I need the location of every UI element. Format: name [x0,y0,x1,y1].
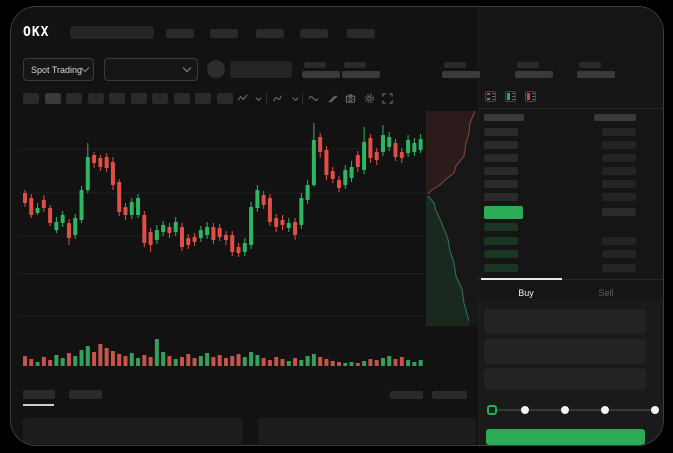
timeframe-button[interactable] [23,93,39,104]
stat-value-placeholder [342,71,380,78]
ask-price-placeholder [484,154,518,162]
pair-dropdown[interactable] [104,58,198,81]
stat-label-placeholder [579,62,601,68]
divider [302,93,303,104]
orderbook-row-amount [602,208,636,216]
search-input[interactable] [70,26,154,39]
stat-value-placeholder [577,71,615,78]
timeframe-button[interactable] [87,93,104,104]
ask-amount-placeholder [602,193,636,201]
divider [266,93,267,104]
slider-step-dot[interactable] [521,406,529,414]
tab-buy[interactable]: Buy [518,288,534,298]
pair-name-placeholder [230,61,292,78]
timeframe-button[interactable] [152,93,168,104]
timeframe-button[interactable] [44,93,61,104]
price-input[interactable] [484,309,646,334]
coin-avatar [207,60,225,78]
stat-label-placeholder [344,62,366,68]
depth-chart [426,111,479,326]
ask-amount-placeholder [602,180,636,188]
bid-amount-placeholder [602,250,636,258]
timeframe-button[interactable] [66,93,82,104]
stat-label-placeholder [517,62,539,68]
chevron-down-icon [182,63,192,73]
ask-price-placeholder [484,193,518,201]
bottom-panel-right [258,418,476,444]
chart-type-chevron-icon[interactable] [252,92,265,105]
timeframe-button[interactable] [173,93,190,104]
top-nav-item[interactable] [347,29,375,38]
last-price-badge[interactable] [484,206,523,219]
bottom-tab[interactable] [69,390,102,399]
orderbook-price-header [484,114,524,121]
slider-step-dot[interactable] [601,406,609,414]
bid-amount-placeholder [602,236,636,245]
indicators-chevron-icon[interactable] [289,92,302,105]
chevron-down-icon [80,63,90,73]
bid-price-placeholder [484,250,518,258]
okx-logo: OKX [23,25,50,40]
bid-price-placeholder [484,223,518,231]
stat-label-placeholder [304,62,326,68]
tab-sell[interactable]: Sell [598,288,614,298]
ask-price-placeholder [484,167,518,175]
top-nav-item[interactable] [166,29,194,38]
slider-step-dot[interactable] [561,406,569,414]
ask-price-placeholder [484,141,518,149]
compare-wave-icon[interactable] [307,92,320,105]
candlestick-chart [19,123,425,317]
divider [479,108,663,109]
market-type-dropdown[interactable]: Spot Trading [23,58,94,81]
timeframe-button[interactable] [109,93,125,104]
market-type-label: Spot Trading [31,64,83,75]
orderbook-both-icon[interactable] [485,91,496,102]
draw-tools-icon[interactable] [326,92,339,105]
total-input[interactable] [484,368,646,390]
ask-amount-placeholder [602,128,636,136]
divider [479,279,663,280]
indicators-icon[interactable] [271,92,284,105]
app-window: OKX Spot Trading [10,6,664,446]
amount-slider-track[interactable] [491,409,655,411]
settings-gear-icon[interactable] [363,92,376,105]
ask-amount-placeholder [602,167,636,175]
ask-price-placeholder [484,128,518,136]
slider-step-dot[interactable] [651,406,659,414]
buy-tab-underline [481,278,562,280]
orderbook-asks-icon[interactable] [525,91,536,102]
stat-value-placeholder [302,71,340,78]
orderbook-amount-header [594,114,636,121]
bottom-action-placeholder[interactable] [432,391,467,399]
ask-amount-placeholder [602,141,636,149]
orderbook-bids-icon[interactable] [505,91,516,102]
camera-icon[interactable] [344,92,357,105]
bid-amount-placeholder [602,263,636,272]
chart-type-icon[interactable] [236,92,249,105]
bottom-tab-active[interactable] [23,390,55,399]
top-nav-item[interactable] [256,29,284,38]
amount-input[interactable] [484,339,646,364]
bottom-action-placeholder[interactable] [390,391,423,399]
ask-price-placeholder [484,180,518,188]
volume-chart [23,339,423,366]
stat-label-placeholder [444,62,466,68]
timeframe-button[interactable] [195,93,211,104]
timeframe-button[interactable] [130,93,147,104]
top-nav-item[interactable] [210,29,238,38]
fullscreen-icon[interactable] [381,92,394,105]
bid-price-placeholder [484,236,518,245]
slider-handle-active[interactable] [487,405,497,415]
bid-price-placeholder [484,263,518,272]
stat-value-placeholder [515,71,553,78]
top-nav-item[interactable] [300,29,328,38]
buy-button[interactable] [486,429,645,445]
timeframe-button[interactable] [216,93,233,104]
bottom-panel-left [23,418,243,444]
active-tab-underline [23,404,54,406]
ask-amount-placeholder [602,154,636,162]
stat-value-placeholder [442,71,480,78]
